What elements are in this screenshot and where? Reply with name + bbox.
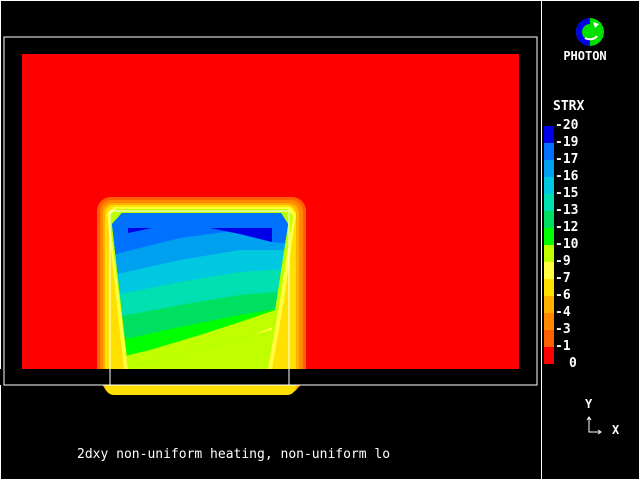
legend-swatch — [544, 245, 554, 262]
y-axis-label: Y — [585, 397, 593, 411]
legend-label: -9 — [555, 254, 571, 269]
legend-swatch — [544, 177, 554, 194]
legend-swatch — [544, 313, 554, 330]
legend-variable: STRX — [553, 99, 585, 114]
legend-label: -1 — [555, 339, 571, 354]
legend-swatch — [544, 143, 554, 160]
panel-divider — [541, 0, 542, 480]
legend-swatch — [544, 262, 554, 279]
legend-label: -19 — [555, 135, 579, 150]
photon-logo-text: PHOTON — [563, 49, 607, 63]
photon-logo-icon — [576, 18, 604, 46]
legend-label: 0 — [569, 356, 577, 371]
legend-label: -7 — [555, 271, 571, 286]
x-axis-label: X — [612, 423, 620, 437]
legend-label: -10 — [555, 237, 579, 252]
legend-label: -17 — [555, 152, 579, 167]
legend-swatch — [544, 347, 554, 364]
legend-label: -16 — [555, 169, 579, 184]
legend-swatch — [544, 296, 554, 313]
legend-swatch — [544, 160, 554, 177]
legend-swatch — [544, 330, 554, 347]
legend-label: -20 — [555, 118, 579, 133]
legend-swatch — [544, 279, 554, 296]
plot-caption: 2dxy non-uniform heating, non-uniform lo — [77, 447, 391, 462]
legend-swatch — [544, 228, 554, 245]
contour-bands — [112, 213, 288, 367]
axis-triad-icon: Y X — [585, 397, 620, 437]
legend-label: -4 — [555, 305, 571, 320]
legend-label: -12 — [555, 220, 579, 235]
legend-swatch — [544, 194, 554, 211]
legend-label: -6 — [555, 288, 571, 303]
heater-block-outline — [109, 210, 290, 386]
legend-label: -13 — [555, 203, 579, 218]
legend-swatch — [544, 126, 554, 143]
photon-logo — [560, 16, 620, 52]
legend-label: -15 — [555, 186, 579, 201]
legend-swatch — [544, 211, 554, 228]
contour-plot — [3, 36, 538, 395]
legend-label: -3 — [555, 322, 571, 337]
